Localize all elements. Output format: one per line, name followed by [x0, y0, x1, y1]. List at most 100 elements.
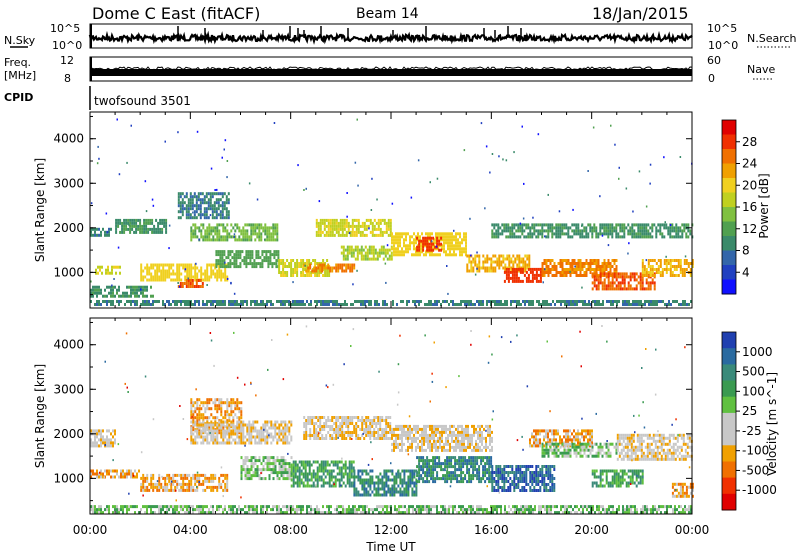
velocity-cell: [268, 462, 271, 466]
power-cell: [425, 232, 427, 236]
power-cell: [622, 303, 624, 306]
power-cell: [575, 232, 578, 236]
power-cell: [232, 303, 234, 306]
power-cell: [273, 250, 276, 254]
velocity-cell: [192, 438, 195, 442]
power-cell: [601, 232, 604, 236]
velocity-cell: [286, 435, 289, 439]
power-cell: [574, 300, 576, 303]
power-cell: [414, 300, 416, 303]
velocity-cell: [150, 482, 153, 486]
velocity-cell: [444, 505, 446, 509]
velocity-cell: [226, 432, 229, 436]
power-cell: [480, 300, 482, 303]
velocity-cell: [282, 459, 285, 463]
power-cell: [531, 235, 534, 239]
power-cell: [92, 285, 94, 289]
power-cell: [482, 263, 485, 267]
velocity-cell: [564, 508, 566, 512]
power-cell: [611, 232, 614, 236]
power-cell: [176, 275, 179, 279]
power-cell: [486, 303, 488, 306]
velocity-cell: [200, 425, 203, 429]
power-cell: [351, 269, 354, 273]
velocity-cell: [298, 505, 300, 509]
power-cell: [162, 278, 165, 282]
velocity-cell: [102, 438, 104, 442]
power-cell: [261, 265, 264, 269]
power-cell: [664, 221, 666, 224]
power-cell: [611, 223, 614, 227]
velocity-cell: [212, 479, 215, 483]
velocity-cell: [236, 508, 238, 512]
velocity-cell: [142, 505, 144, 509]
power-cell: [242, 229, 245, 233]
power-cell: [247, 250, 250, 254]
power-cell: [671, 271, 674, 274]
velocity-cell: [288, 474, 291, 478]
power-cell: [101, 265, 103, 269]
velocity-cell: [492, 505, 494, 509]
velocity-cell: [308, 511, 310, 515]
power-cell: [583, 235, 586, 239]
power-cell: [430, 245, 433, 249]
velocity-cell: [324, 511, 326, 515]
velocity-cell: [170, 505, 172, 509]
power-cell: [382, 251, 385, 255]
power-cell: [629, 284, 632, 288]
velocity-cell: [296, 484, 299, 488]
power-cell: [202, 278, 205, 282]
velocity-cell: [242, 429, 245, 433]
power-cell: [440, 236, 443, 240]
power-cell: [151, 221, 154, 225]
power-cell: [298, 300, 300, 303]
velocity-cell: [264, 477, 267, 481]
power-cell: [331, 227, 334, 231]
power-cell: [132, 300, 134, 303]
velocity-cell: [268, 459, 271, 463]
power-cell: [92, 233, 94, 237]
power-cell: [603, 223, 606, 227]
velocity-cell: [504, 511, 506, 515]
power-cell: [347, 224, 350, 228]
velocity-cell: [128, 505, 130, 509]
velocity-cell: [382, 505, 384, 509]
velocity-cell: [512, 511, 514, 515]
velocity-cell: [210, 423, 213, 427]
power-cell: [447, 232, 449, 236]
power-cell: [405, 250, 407, 254]
power-cell: [354, 245, 357, 249]
velocity-cell: [198, 511, 200, 515]
velocity-cell: [208, 479, 211, 483]
power-cell: [294, 271, 297, 274]
velocity-cell: [246, 477, 249, 481]
power-cell: [583, 229, 586, 233]
power-cell: [242, 238, 245, 242]
power-cell: [421, 244, 423, 248]
velocity-cell: [236, 407, 239, 411]
velocity-cell: [288, 462, 291, 466]
power-cell: [581, 235, 584, 239]
velocity-cell: [196, 423, 199, 427]
power-cell: [551, 229, 554, 233]
power-cell: [637, 275, 640, 279]
power-cell: [575, 226, 578, 230]
power-cell: [119, 221, 122, 225]
power-cell: [405, 244, 407, 248]
velocity-cell: [262, 432, 265, 436]
power-cell: [186, 300, 188, 303]
velocity-cell: [188, 479, 191, 483]
power-cell: [217, 198, 220, 202]
power-cell: [199, 207, 202, 211]
power-cell: [509, 235, 512, 239]
velocity-cell: [268, 426, 271, 430]
velocity-cell: [676, 508, 678, 512]
power-cell: [482, 254, 485, 258]
power-cell: [683, 262, 686, 265]
power-cell: [551, 223, 554, 227]
velocity-cell: [116, 508, 118, 512]
power-cell: [354, 300, 356, 303]
velocity-cell: [198, 413, 201, 417]
velocity-cell: [438, 511, 440, 515]
power-cell: [655, 268, 658, 271]
